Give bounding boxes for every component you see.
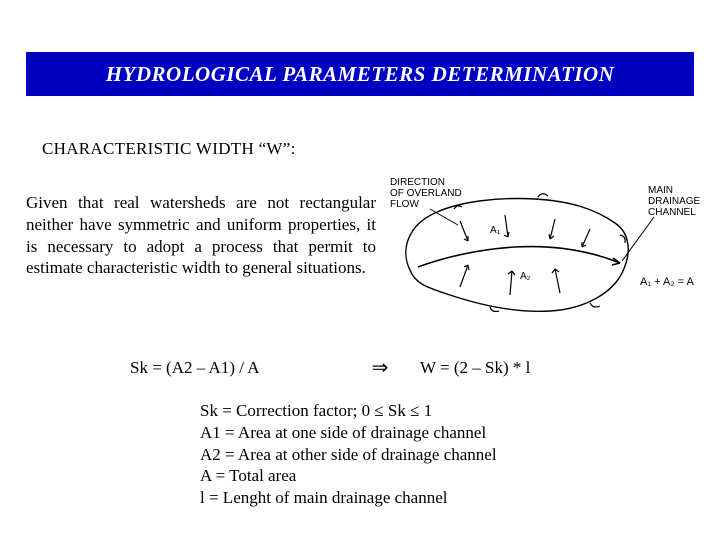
label-area-eq: A₁ + A₂ = A bbox=[640, 276, 695, 288]
label-channel-3: CHANNEL bbox=[648, 207, 696, 218]
arrow-icon: ⇒ bbox=[340, 355, 420, 380]
label-channel-2: DRAINAGE bbox=[648, 196, 701, 207]
label-direction-2: OF OVERLAND bbox=[390, 188, 462, 199]
equation-w: W = (2 – Sk) * l bbox=[420, 358, 530, 378]
label-channel-1: MAIN bbox=[648, 185, 673, 196]
def-line: l = Lenght of main drainage channel bbox=[200, 487, 497, 509]
equation-sk: Sk = (A2 – A1) / A bbox=[130, 358, 340, 378]
label-direction-1: DIRECTION bbox=[390, 177, 445, 188]
body-paragraph: Given that real watersheds are not recta… bbox=[26, 192, 376, 279]
def-line: Sk = Correction factor; 0 ≤ Sk ≤ 1 bbox=[200, 400, 497, 422]
section-subtitle: CHARACTERISTIC WIDTH “W”: bbox=[42, 139, 296, 159]
definitions-block: Sk = Correction factor; 0 ≤ Sk ≤ 1 A1 = … bbox=[200, 400, 497, 509]
def-line: A2 = Area at other side of drainage chan… bbox=[200, 444, 497, 466]
label-a2: A₂ bbox=[520, 271, 531, 282]
page-title: HYDROLOGICAL PARAMETERS DETERMINATION bbox=[106, 62, 615, 87]
label-direction-3: FLOW bbox=[390, 199, 419, 210]
equation-row: Sk = (A2 – A1) / A ⇒ W = (2 – Sk) * l bbox=[130, 355, 670, 380]
watershed-diagram: A₁ A₂ DIRECTION OF OVERLAND FLOW MAIN DR… bbox=[390, 175, 710, 325]
def-line: A = Total area bbox=[200, 465, 497, 487]
def-line: A1 = Area at one side of drainage channe… bbox=[200, 422, 497, 444]
label-a1: A₁ bbox=[490, 225, 501, 236]
title-band: HYDROLOGICAL PARAMETERS DETERMINATION bbox=[26, 52, 694, 96]
